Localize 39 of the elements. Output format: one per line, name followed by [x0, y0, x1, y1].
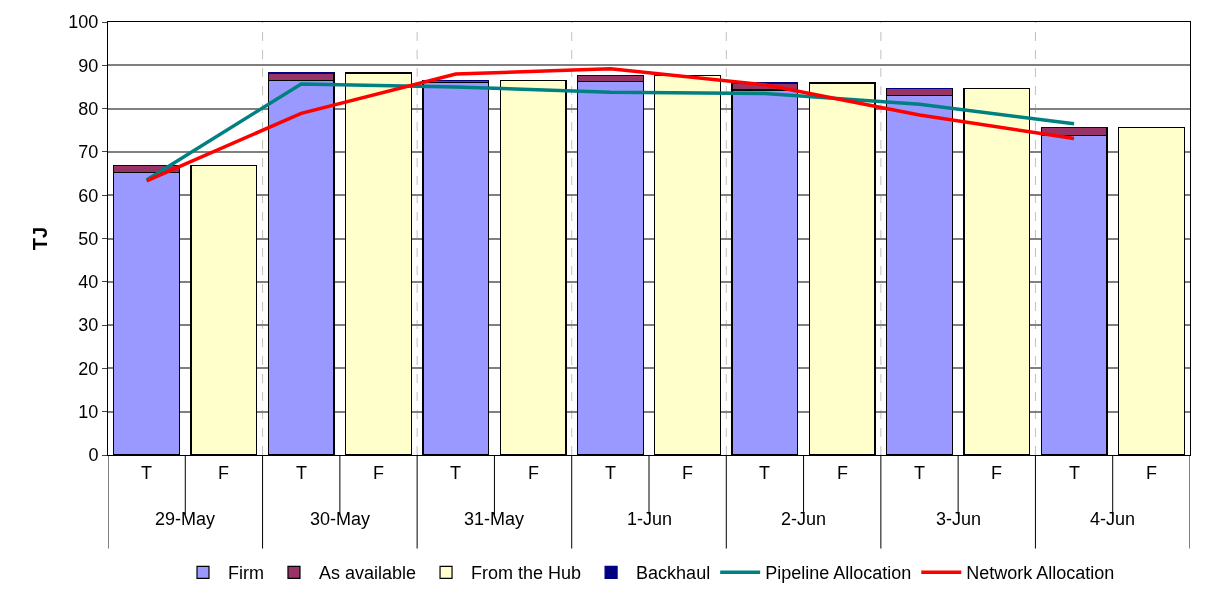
legend-label: As available: [318, 563, 417, 584]
x-tick-label: F: [218, 463, 229, 483]
y-tick-label: 0: [88, 445, 99, 466]
legend-label: Pipeline Allocation: [765, 563, 912, 584]
y-tick-label: 70: [78, 142, 99, 163]
x-tick-label: F: [991, 463, 1002, 483]
x-tick-label: T: [1069, 463, 1080, 483]
text: 4-Jun: [1090, 509, 1136, 529]
x-tick-label: F: [837, 463, 848, 483]
x-tick-label: T: [605, 463, 616, 483]
y-tick-label: 50: [78, 228, 99, 249]
y-tick-label: 80: [78, 98, 99, 119]
y-tick-label: 90: [78, 55, 99, 76]
y-tick-label: 100: [68, 12, 99, 33]
x-tick-label: T: [914, 463, 925, 483]
x-tick-label: T: [141, 463, 152, 483]
legend-label: From the Hub: [471, 563, 582, 584]
text: 2-Jun: [781, 509, 827, 529]
text: 31-May: [464, 509, 525, 529]
y-tick-label: 10: [78, 402, 99, 422]
legend-label: Firm: [228, 563, 264, 584]
x-tick-label: T: [296, 463, 307, 483]
y-axis-title: TJ: [28, 226, 51, 251]
text: 30-May: [310, 509, 371, 529]
x-tick-label: F: [1146, 463, 1157, 483]
x-tick-label: F: [528, 463, 539, 483]
text: 1-Jun: [627, 509, 673, 529]
x-tick-label: T: [759, 463, 770, 483]
x-tick-label: F: [373, 463, 384, 483]
y-tick-label: 40: [78, 272, 99, 293]
y-tick-label: 20: [78, 358, 99, 379]
x-tick-label: F: [682, 463, 693, 483]
text: 3-Jun: [936, 509, 982, 529]
y-tick-label: 60: [78, 185, 99, 206]
legend-label: Backhaul: [636, 563, 711, 584]
text: 29-May: [155, 509, 216, 529]
x-tick-label: T: [450, 463, 461, 483]
legend-label: Network Allocation: [966, 563, 1115, 584]
y-tick-label: 30: [78, 315, 99, 336]
